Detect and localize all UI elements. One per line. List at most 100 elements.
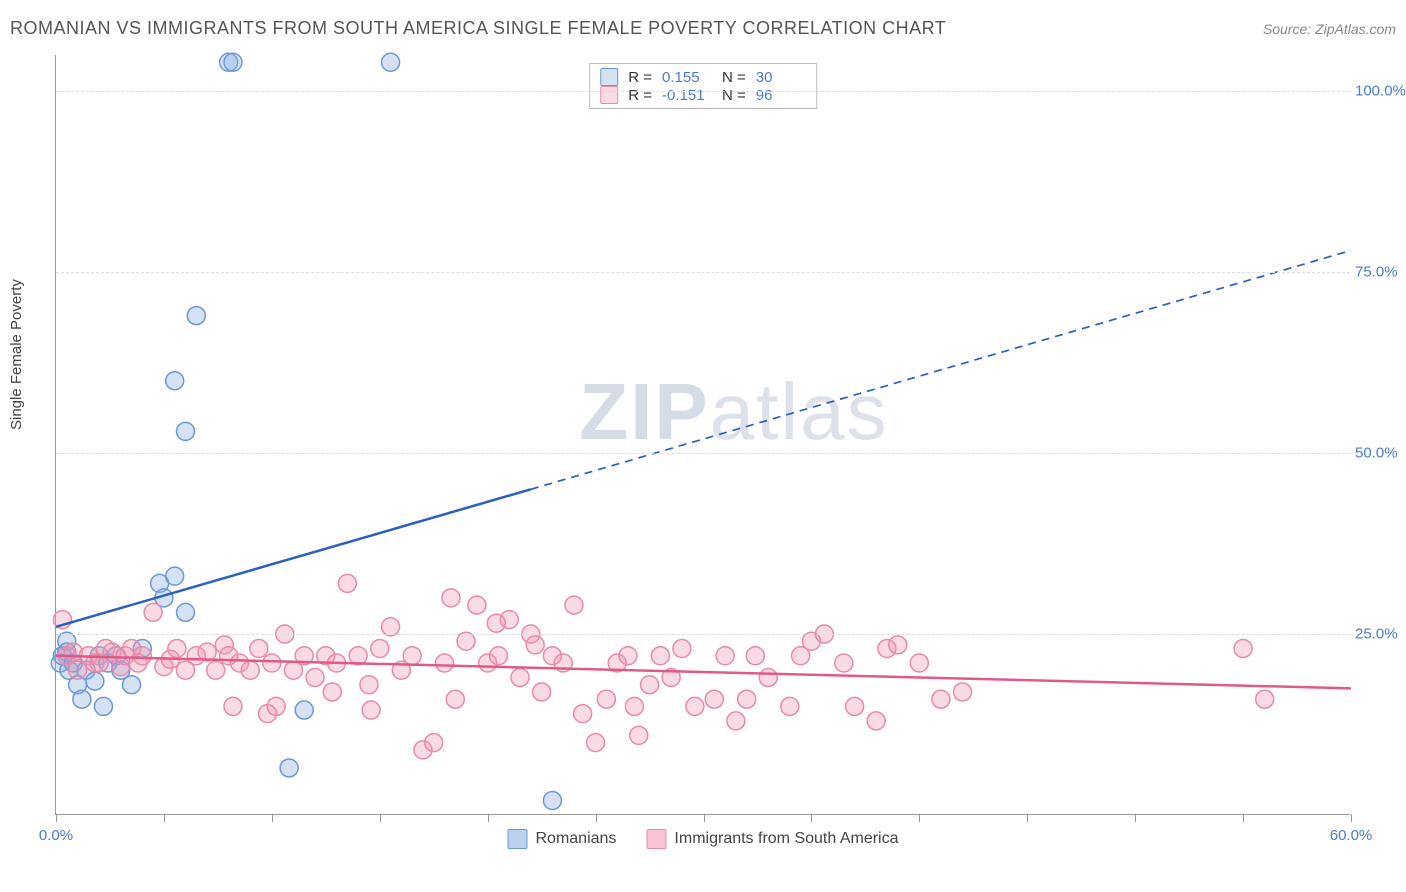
- data-point: [705, 690, 723, 708]
- data-point: [625, 697, 643, 715]
- data-point: [565, 596, 583, 614]
- data-point: [425, 734, 443, 752]
- x-tick: [1243, 814, 1244, 822]
- legend-swatch: [646, 829, 666, 849]
- plot-area: ZIPatlas R =0.155N =30R =-0.151N =96 Rom…: [55, 55, 1350, 815]
- title-bar: ROMANIAN VS IMMIGRANTS FROM SOUTH AMERIC…: [10, 18, 1396, 39]
- legend-n-value: 30: [756, 69, 806, 86]
- data-point: [187, 307, 205, 325]
- legend-swatch: [600, 68, 618, 86]
- data-point: [630, 726, 648, 744]
- data-point: [94, 697, 112, 715]
- data-point: [403, 647, 421, 665]
- data-point: [651, 647, 669, 665]
- x-tick: [1027, 814, 1028, 822]
- data-point: [835, 654, 853, 672]
- legend-r-value: -0.151: [662, 87, 712, 104]
- data-point: [543, 792, 561, 810]
- x-tick: [164, 814, 165, 822]
- legend-r-label: R =: [628, 69, 652, 86]
- data-point: [267, 697, 285, 715]
- data-point: [295, 701, 313, 719]
- data-point: [511, 668, 529, 686]
- data-point: [323, 683, 341, 701]
- data-point: [166, 372, 184, 390]
- source-attribution: Source: ZipAtlas.com: [1263, 21, 1396, 37]
- data-point: [727, 712, 745, 730]
- data-point: [338, 574, 356, 592]
- legend-item: Immigrants from South America: [646, 829, 898, 849]
- data-point: [382, 53, 400, 71]
- data-point: [673, 640, 691, 658]
- data-point: [686, 697, 704, 715]
- data-point: [1234, 640, 1252, 658]
- data-point: [362, 701, 380, 719]
- data-point: [250, 640, 268, 658]
- legend-n-value: 96: [756, 87, 806, 104]
- legend-n-label: N =: [722, 69, 746, 86]
- legend-label: Romanians: [535, 830, 616, 848]
- data-point: [468, 596, 486, 614]
- y-tick-label: 25.0%: [1355, 626, 1406, 643]
- data-point: [360, 676, 378, 694]
- x-tick: [56, 814, 57, 822]
- x-tick-label: 60.0%: [1330, 827, 1373, 844]
- gridline: [56, 634, 1350, 635]
- data-point: [574, 705, 592, 723]
- gridline: [56, 272, 1350, 273]
- correlation-legend: R =0.155N =30R =-0.151N =96: [589, 63, 817, 109]
- data-point: [889, 636, 907, 654]
- x-tick: [919, 814, 920, 822]
- x-tick: [488, 814, 489, 822]
- legend-item: Romanians: [507, 829, 616, 849]
- data-point: [587, 734, 605, 752]
- data-point: [371, 640, 389, 658]
- data-point: [306, 668, 324, 686]
- data-point: [133, 647, 151, 665]
- data-point: [446, 690, 464, 708]
- data-point: [224, 697, 242, 715]
- data-point: [177, 422, 195, 440]
- data-point: [207, 661, 225, 679]
- legend-n-label: N =: [722, 87, 746, 104]
- data-point: [86, 672, 104, 690]
- y-axis-label: Single Female Poverty: [8, 279, 25, 430]
- data-point: [910, 654, 928, 672]
- data-point: [73, 690, 91, 708]
- x-tick: [1135, 814, 1136, 822]
- legend-row: R =0.155N =30: [600, 68, 806, 86]
- trend-line: [56, 489, 531, 627]
- legend-label: Immigrants from South America: [674, 830, 898, 848]
- legend-r-label: R =: [628, 87, 652, 104]
- x-tick: [380, 814, 381, 822]
- data-point: [241, 661, 259, 679]
- legend-swatch: [600, 86, 618, 104]
- data-point: [263, 654, 281, 672]
- data-point: [224, 53, 242, 71]
- data-point: [168, 640, 186, 658]
- data-point: [716, 647, 734, 665]
- y-tick-label: 75.0%: [1355, 264, 1406, 281]
- data-point: [932, 690, 950, 708]
- data-point: [1256, 690, 1274, 708]
- chart-svg: [56, 55, 1350, 814]
- data-point: [846, 697, 864, 715]
- data-point: [487, 614, 505, 632]
- data-point: [436, 654, 454, 672]
- gridline: [56, 91, 1350, 92]
- chart-title: ROMANIAN VS IMMIGRANTS FROM SOUTH AMERIC…: [10, 18, 946, 39]
- source-value: ZipAtlas.com: [1315, 21, 1396, 37]
- x-tick: [272, 814, 273, 822]
- x-tick-label: 0.0%: [39, 827, 73, 844]
- x-tick: [596, 814, 597, 822]
- legend-row: R = -0.151 N = 96: [600, 86, 806, 104]
- data-point: [597, 690, 615, 708]
- data-point: [166, 567, 184, 585]
- data-point: [954, 683, 972, 701]
- x-tick: [704, 814, 705, 822]
- data-point: [280, 759, 298, 777]
- y-tick-label: 100.0%: [1355, 83, 1406, 100]
- data-point: [867, 712, 885, 730]
- data-point: [442, 589, 460, 607]
- data-point: [641, 676, 659, 694]
